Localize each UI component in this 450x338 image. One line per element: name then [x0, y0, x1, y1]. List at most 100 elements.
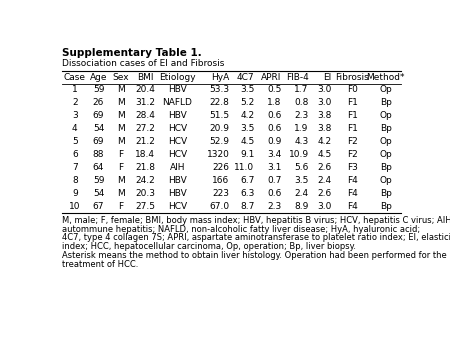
- Text: 20.9: 20.9: [210, 124, 230, 133]
- Text: 69: 69: [93, 111, 104, 120]
- Text: F1: F1: [347, 98, 358, 107]
- Text: Bp: Bp: [380, 98, 392, 107]
- Text: APRI: APRI: [261, 73, 282, 82]
- Text: 0.7: 0.7: [267, 176, 282, 185]
- Text: AIH: AIH: [170, 163, 185, 172]
- Text: M: M: [117, 189, 125, 198]
- Text: 223: 223: [212, 189, 230, 198]
- Text: 21.2: 21.2: [135, 137, 155, 146]
- Text: 5.2: 5.2: [240, 98, 254, 107]
- Text: 3.4: 3.4: [267, 150, 282, 159]
- Text: 4C7: 4C7: [237, 73, 254, 82]
- Text: Op: Op: [379, 111, 392, 120]
- Text: 3.5: 3.5: [240, 124, 254, 133]
- Text: 0.5: 0.5: [267, 85, 282, 94]
- Text: 2: 2: [72, 98, 78, 107]
- Text: 4.5: 4.5: [317, 150, 332, 159]
- Text: 0.9: 0.9: [267, 137, 282, 146]
- Text: F2: F2: [347, 137, 358, 146]
- Text: 4.5: 4.5: [240, 137, 254, 146]
- Text: 54: 54: [93, 189, 104, 198]
- Text: Method*: Method*: [366, 73, 405, 82]
- Text: HBV: HBV: [168, 111, 187, 120]
- Text: HCV: HCV: [168, 150, 187, 159]
- Text: M: M: [117, 111, 125, 120]
- Text: 3.5: 3.5: [240, 85, 254, 94]
- Text: Etiology: Etiology: [159, 73, 196, 82]
- Text: 0.8: 0.8: [294, 98, 309, 107]
- Text: Op: Op: [379, 137, 392, 146]
- Text: 6.7: 6.7: [240, 176, 254, 185]
- Text: Op: Op: [379, 176, 392, 185]
- Text: Op: Op: [379, 150, 392, 159]
- Text: 1.9: 1.9: [294, 124, 309, 133]
- Text: 31.2: 31.2: [135, 98, 155, 107]
- Text: 2.3: 2.3: [295, 111, 309, 120]
- Text: 1.7: 1.7: [294, 85, 309, 94]
- Text: 3.0: 3.0: [317, 201, 332, 211]
- Text: HBV: HBV: [168, 85, 187, 94]
- Text: 2.4: 2.4: [317, 176, 332, 185]
- Text: 0.6: 0.6: [267, 189, 282, 198]
- Text: 9: 9: [72, 189, 78, 198]
- Text: 1: 1: [72, 85, 78, 94]
- Text: Dissociation cases of EI and Fibrosis: Dissociation cases of EI and Fibrosis: [63, 59, 225, 68]
- Text: 52.9: 52.9: [210, 137, 230, 146]
- Text: 5: 5: [72, 137, 78, 146]
- Text: 2.6: 2.6: [317, 163, 332, 172]
- Text: 4: 4: [72, 124, 78, 133]
- Text: 2.3: 2.3: [267, 201, 282, 211]
- Text: 7: 7: [72, 163, 78, 172]
- Text: 2.4: 2.4: [295, 189, 309, 198]
- Text: 22.8: 22.8: [210, 98, 230, 107]
- Text: 69: 69: [93, 137, 104, 146]
- Text: 54: 54: [93, 124, 104, 133]
- Text: 4.2: 4.2: [240, 111, 254, 120]
- Text: 6: 6: [72, 150, 78, 159]
- Text: M: M: [117, 124, 125, 133]
- Text: 67: 67: [93, 201, 104, 211]
- Text: Bp: Bp: [380, 124, 392, 133]
- Text: 9.1: 9.1: [240, 150, 254, 159]
- Text: 27.5: 27.5: [135, 201, 155, 211]
- Text: 4.2: 4.2: [317, 137, 332, 146]
- Text: 8.7: 8.7: [240, 201, 254, 211]
- Text: Case: Case: [64, 73, 86, 82]
- Text: 3.8: 3.8: [317, 124, 332, 133]
- Text: HyA: HyA: [212, 73, 230, 82]
- Text: F4: F4: [347, 201, 358, 211]
- Text: F1: F1: [347, 111, 358, 120]
- Text: 18.4: 18.4: [135, 150, 155, 159]
- Text: 11.0: 11.0: [234, 163, 254, 172]
- Text: 24.2: 24.2: [135, 176, 155, 185]
- Text: FIB-4: FIB-4: [286, 73, 309, 82]
- Text: F4: F4: [347, 189, 358, 198]
- Text: 6.3: 6.3: [240, 189, 254, 198]
- Text: 4C7, type 4 collagen 7S; APRI, aspartate aminotransferase to platelet ratio inde: 4C7, type 4 collagen 7S; APRI, aspartate…: [63, 234, 450, 242]
- Text: 3.8: 3.8: [317, 111, 332, 120]
- Text: HCV: HCV: [168, 137, 187, 146]
- Text: Bp: Bp: [380, 189, 392, 198]
- Text: 1.8: 1.8: [267, 98, 282, 107]
- Text: EI: EI: [323, 73, 332, 82]
- Text: 64: 64: [93, 163, 104, 172]
- Text: 3.0: 3.0: [317, 98, 332, 107]
- Text: 20.3: 20.3: [135, 189, 155, 198]
- Text: 59: 59: [93, 176, 104, 185]
- Text: 20.4: 20.4: [135, 85, 155, 94]
- Text: 51.5: 51.5: [210, 111, 230, 120]
- Text: Bp: Bp: [380, 201, 392, 211]
- Text: NAFLD: NAFLD: [162, 98, 193, 107]
- Text: Sex: Sex: [112, 73, 129, 82]
- Text: 3.1: 3.1: [267, 163, 282, 172]
- Text: HCV: HCV: [168, 124, 187, 133]
- Text: F: F: [118, 201, 123, 211]
- Text: 10: 10: [69, 201, 81, 211]
- Text: 226: 226: [212, 163, 230, 172]
- Text: 4.3: 4.3: [295, 137, 309, 146]
- Text: BMI: BMI: [137, 73, 153, 82]
- Text: 5.6: 5.6: [294, 163, 309, 172]
- Text: 21.8: 21.8: [135, 163, 155, 172]
- Text: 67.0: 67.0: [210, 201, 230, 211]
- Text: M, male; F, female; BMI, body mass index; HBV, hepatitis B virus; HCV, hepatitis: M, male; F, female; BMI, body mass index…: [63, 216, 450, 225]
